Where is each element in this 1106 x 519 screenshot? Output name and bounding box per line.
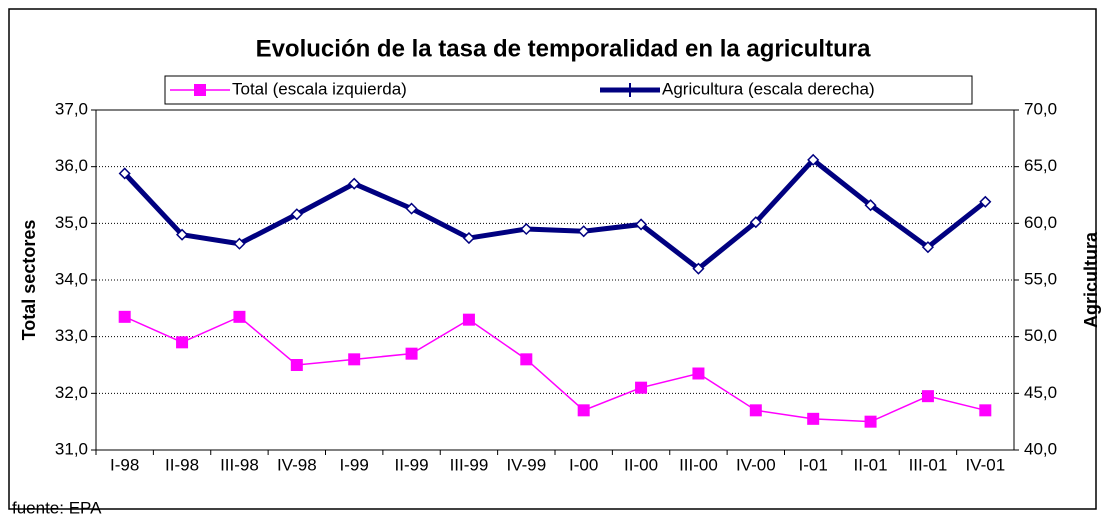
- marker: [348, 177, 361, 190]
- marker: [577, 225, 590, 238]
- source-note: fuente: EPA: [12, 498, 102, 517]
- chart-title: Evolución de la tasa de temporalidad en …: [256, 35, 871, 62]
- marker: [118, 167, 131, 180]
- marker: [864, 415, 877, 428]
- y2-tick-label: 60,0: [1024, 213, 1057, 232]
- x-tick-label: I-00: [569, 455, 598, 474]
- marker: [749, 216, 762, 229]
- legend-label: Total (escala izquierda): [232, 79, 407, 98]
- x-tick-label: IV-99: [506, 455, 546, 474]
- x-tick-label: I-99: [340, 455, 369, 474]
- y-tick-label: 37,0: [55, 99, 88, 118]
- x-tick-label: III-01: [909, 455, 948, 474]
- y-tick-label: 36,0: [55, 156, 88, 175]
- y2-axis-title: Agricultura: [1081, 231, 1101, 328]
- marker: [692, 262, 705, 275]
- marker: [176, 336, 189, 349]
- y2-tick-label: 45,0: [1024, 383, 1057, 402]
- y2-tick-label: 40,0: [1024, 439, 1057, 458]
- marker: [520, 222, 533, 236]
- y-tick-label: 32,0: [55, 383, 88, 402]
- x-tick-label: I-01: [799, 455, 828, 474]
- x-tick-label: III-00: [679, 455, 718, 474]
- marker: [520, 353, 533, 366]
- marker: [749, 404, 762, 417]
- y-axis-title: Total sectores: [19, 220, 39, 341]
- marker: [118, 310, 131, 323]
- y2-tick-label: 65,0: [1024, 156, 1057, 175]
- y-tick-label: 34,0: [55, 269, 88, 288]
- marker: [979, 195, 992, 208]
- legend-box: [164, 75, 973, 105]
- marker: [233, 310, 246, 323]
- marker: [290, 359, 303, 371]
- legend-marker: [194, 84, 206, 96]
- y-tick-label: 33,0: [55, 326, 88, 345]
- marker: [233, 237, 246, 250]
- y2-tick-label: 55,0: [1024, 269, 1057, 288]
- y-tick-label: 35,0: [55, 213, 88, 232]
- marker: [635, 381, 648, 394]
- y2-tick-label: 70,0: [1024, 99, 1057, 118]
- marker: [290, 208, 303, 221]
- x-tick-label: II-98: [165, 455, 199, 474]
- marker: [807, 412, 820, 425]
- series-line: [122, 156, 987, 272]
- x-tick-label: II-00: [624, 455, 658, 474]
- x-tick-label: III-98: [220, 455, 259, 474]
- marker: [176, 228, 189, 241]
- marker: [864, 199, 877, 212]
- x-tick-label: I-98: [110, 455, 139, 474]
- marker: [979, 404, 992, 417]
- marker: [635, 218, 648, 231]
- marker: [462, 313, 475, 326]
- marker: [462, 232, 475, 245]
- marker: [921, 390, 934, 403]
- series-line: [124, 315, 986, 423]
- marker: [405, 202, 418, 215]
- x-tick-label: III-99: [450, 455, 489, 474]
- x-tick-label: II-01: [854, 455, 888, 474]
- marker: [577, 404, 590, 417]
- marker: [405, 347, 418, 360]
- marker: [692, 367, 705, 380]
- x-tick-label: IV-01: [965, 455, 1005, 474]
- legend-label: Agricultura (escala derecha): [662, 79, 875, 98]
- marker: [921, 241, 934, 254]
- x-tick-label: II-99: [395, 455, 429, 474]
- x-tick-label: IV-00: [736, 455, 776, 474]
- marker: [348, 353, 361, 366]
- marker: [807, 153, 820, 166]
- y-tick-label: 31,0: [55, 439, 88, 458]
- y2-tick-label: 50,0: [1024, 326, 1057, 345]
- x-tick-label: IV-98: [277, 455, 317, 474]
